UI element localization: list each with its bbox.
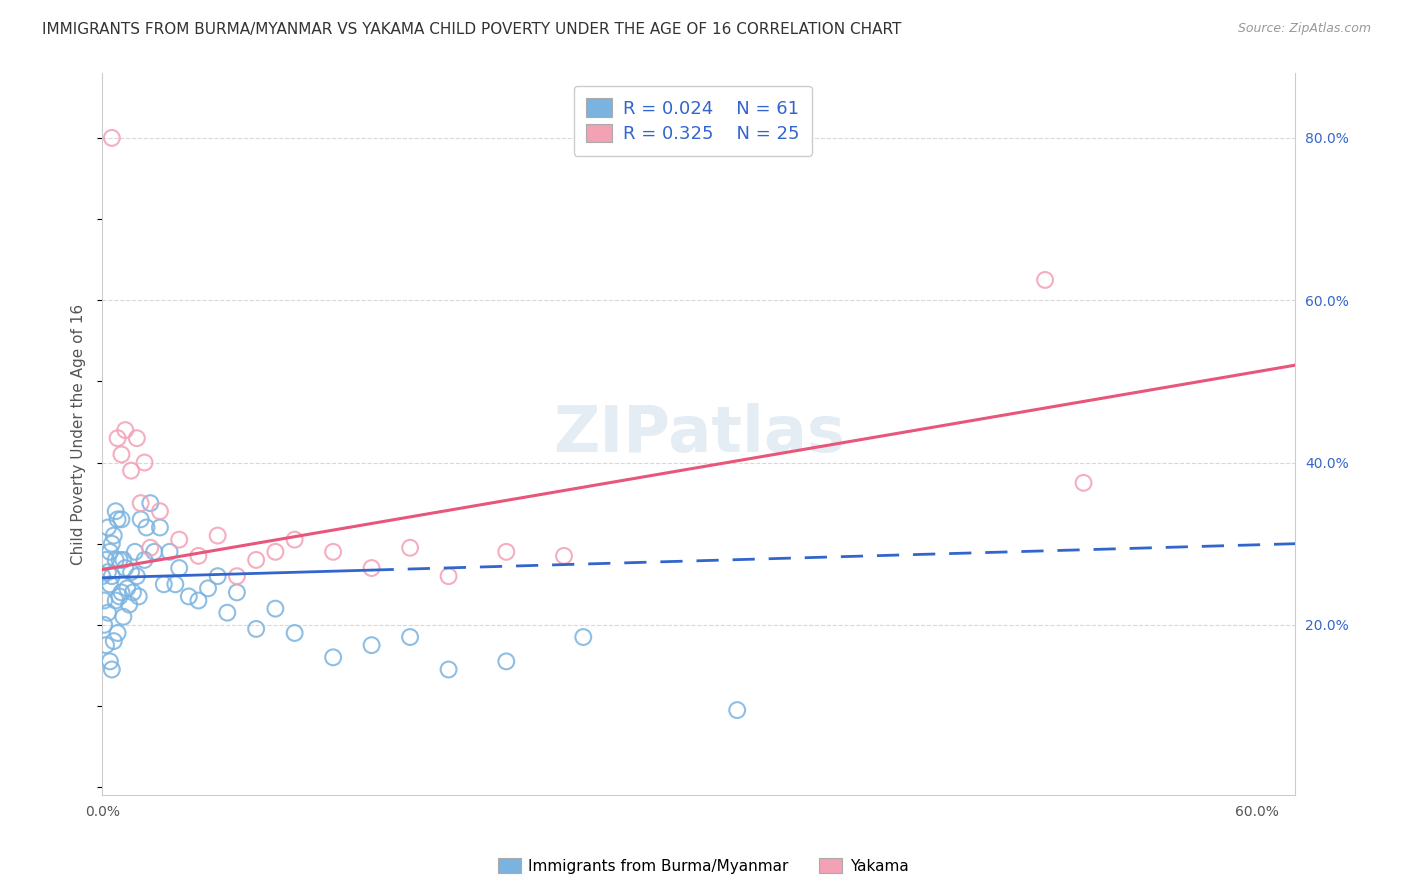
Point <box>1033 273 1056 287</box>
Point <box>103 528 125 542</box>
Point <box>135 520 157 534</box>
Legend: Immigrants from Burma/Myanmar, Yakama: Immigrants from Burma/Myanmar, Yakama <box>492 852 914 880</box>
Point <box>97 520 120 534</box>
Point <box>101 131 124 145</box>
Point <box>110 447 132 461</box>
Point <box>399 541 422 555</box>
Point <box>94 553 117 567</box>
Point <box>225 569 247 583</box>
Point <box>167 533 190 547</box>
Point <box>103 634 125 648</box>
Point <box>104 553 127 567</box>
Point <box>177 590 200 604</box>
Point <box>134 456 156 470</box>
Point <box>104 593 127 607</box>
Point <box>165 577 187 591</box>
Point <box>93 593 115 607</box>
Point <box>101 537 124 551</box>
Point <box>128 590 150 604</box>
Point <box>152 577 174 591</box>
Point <box>94 638 117 652</box>
Point <box>107 431 129 445</box>
Point <box>322 545 344 559</box>
Point <box>125 569 148 583</box>
Point <box>264 545 287 559</box>
Point <box>129 512 152 526</box>
Point <box>553 549 575 563</box>
Point <box>143 545 166 559</box>
Point <box>114 423 136 437</box>
Text: IMMIGRANTS FROM BURMA/MYANMAR VS YAKAMA CHILD POVERTY UNDER THE AGE OF 16 CORREL: IMMIGRANTS FROM BURMA/MYANMAR VS YAKAMA … <box>42 22 901 37</box>
Point <box>107 512 129 526</box>
Point <box>110 585 132 599</box>
Point <box>110 512 132 526</box>
Point <box>217 606 239 620</box>
Point <box>149 504 172 518</box>
Legend: R = 0.024    N = 61, R = 0.325    N = 25: R = 0.024 N = 61, R = 0.325 N = 25 <box>574 86 811 156</box>
Text: ZIPatlas: ZIPatlas <box>553 403 845 465</box>
Point <box>108 553 131 567</box>
Point <box>97 565 120 579</box>
Point <box>134 553 156 567</box>
Point <box>91 569 114 583</box>
Point <box>437 569 460 583</box>
Point <box>124 545 146 559</box>
Point <box>284 533 307 547</box>
Point <box>167 561 190 575</box>
Point <box>98 654 121 668</box>
Point <box>118 598 141 612</box>
Point <box>572 630 595 644</box>
Point <box>104 504 127 518</box>
Point <box>159 545 181 559</box>
Point <box>125 431 148 445</box>
Point <box>115 582 138 596</box>
Point <box>495 654 517 668</box>
Point <box>114 561 136 575</box>
Point <box>207 569 229 583</box>
Point <box>322 650 344 665</box>
Point <box>187 549 209 563</box>
Point <box>245 622 267 636</box>
Point <box>245 553 267 567</box>
Point <box>149 520 172 534</box>
Point <box>120 464 142 478</box>
Point <box>120 565 142 579</box>
Point <box>264 601 287 615</box>
Point <box>360 638 382 652</box>
Point <box>360 561 382 575</box>
Point <box>284 626 307 640</box>
Point <box>207 528 229 542</box>
Point <box>187 593 209 607</box>
Point <box>129 496 152 510</box>
Point <box>139 541 162 555</box>
Point <box>725 703 748 717</box>
Point <box>98 577 121 591</box>
Point <box>97 606 120 620</box>
Point <box>107 626 129 640</box>
Point <box>122 585 145 599</box>
Point <box>495 545 517 559</box>
Point <box>101 663 124 677</box>
Point <box>93 618 115 632</box>
Point <box>399 630 422 644</box>
Point <box>98 545 121 559</box>
Text: Source: ZipAtlas.com: Source: ZipAtlas.com <box>1237 22 1371 36</box>
Y-axis label: Child Poverty Under the Age of 16: Child Poverty Under the Age of 16 <box>72 303 86 565</box>
Point <box>225 585 247 599</box>
Point <box>437 663 460 677</box>
Point <box>108 590 131 604</box>
Point <box>1073 475 1095 490</box>
Point <box>112 553 135 567</box>
Point <box>139 496 162 510</box>
Point <box>112 609 135 624</box>
Point <box>197 582 219 596</box>
Point <box>101 569 124 583</box>
